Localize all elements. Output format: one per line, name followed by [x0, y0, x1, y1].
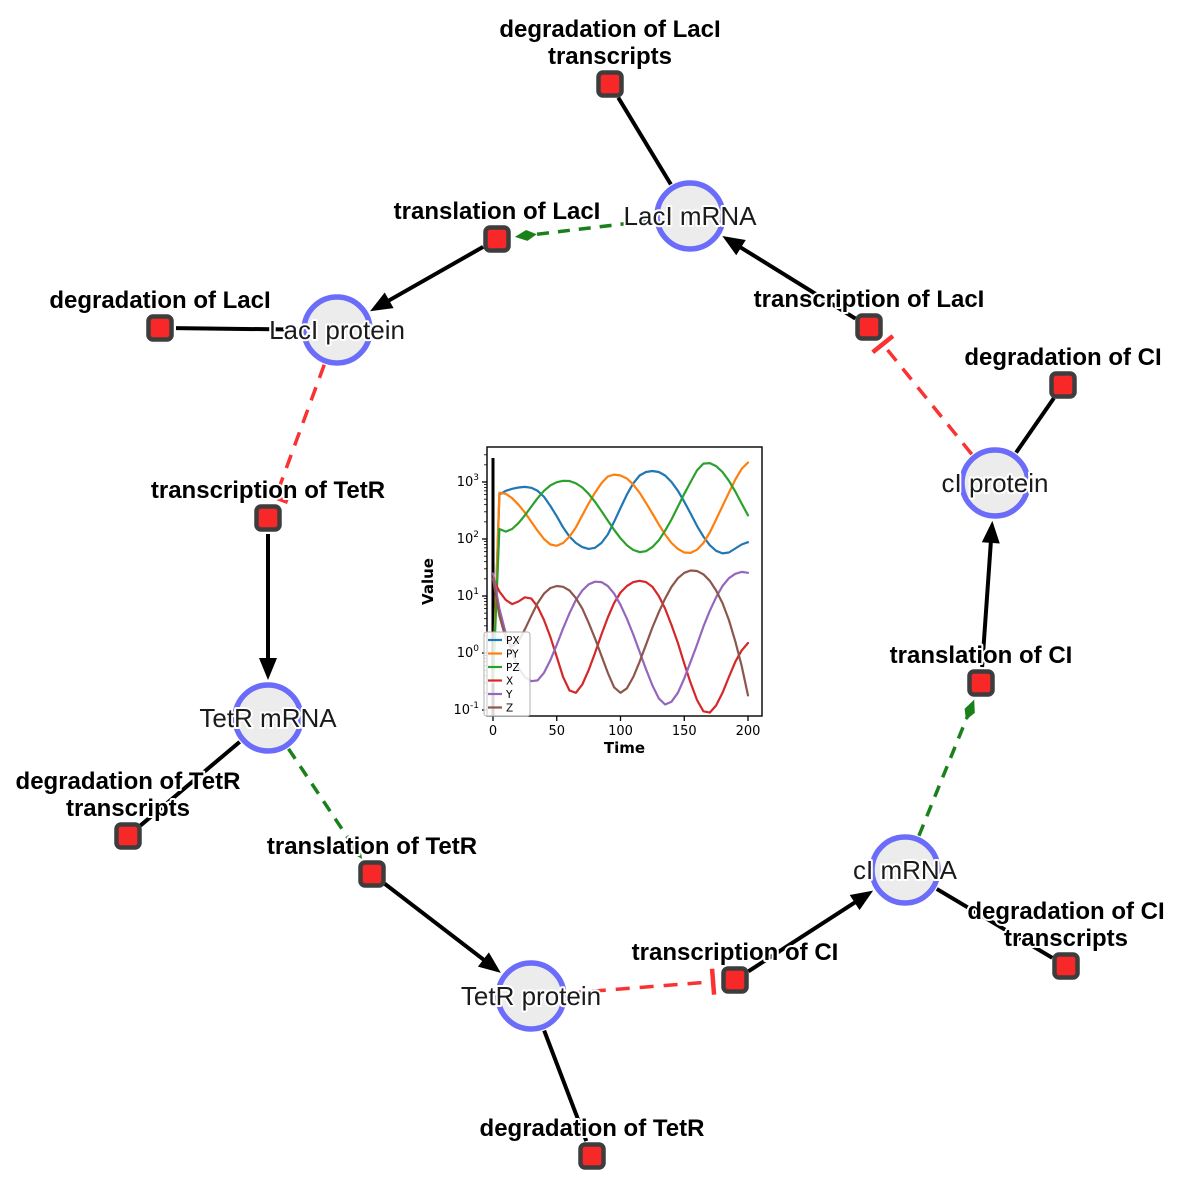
series-line-PZ — [491, 461, 750, 684]
reaction-node-transcription_CI[interactable] — [721, 966, 749, 994]
edge-consumption-deg_LacI-LacI_protein — [175, 326, 301, 332]
edge-production-translation_CI-cI_protein — [980, 538, 994, 668]
species-node-LacI_protein[interactable] — [301, 294, 373, 366]
chart-x-tick-label: 150 — [672, 724, 697, 739]
series-line-PX — [491, 469, 750, 684]
chart-x-tick-label: 0 — [489, 724, 497, 739]
reaction-label-translation_TetR-line1: translation of TetR — [267, 833, 477, 860]
edge-consumption-deg_LacI_transcripts-LacI_mRNA — [616, 96, 673, 186]
edge-production-translation_LacI-LacI_protein-arrowhead — [370, 292, 394, 312]
edge-modifier-TetR_mRNA-translation_TetR-arrowhead — [349, 840, 363, 860]
edge-production-translation_CI-cI_protein-arrowhead — [981, 520, 1000, 544]
species-label-TetR_mRNA: TetR mRNA — [199, 703, 337, 733]
reaction-label-transcription_LacI-line1: transcription of LacI — [754, 286, 985, 313]
species-node-cI_protein[interactable] — [959, 447, 1031, 519]
edge-modifier-cI_mRNA-translation_CI-arrowhead — [964, 699, 975, 721]
chart-y-tick-label: 10-1 — [453, 701, 479, 718]
reaction-node-translation_LacI[interactable] — [483, 225, 511, 253]
legend-entry-PX: PX — [506, 635, 520, 647]
species-node-TetR_protein[interactable] — [495, 960, 567, 1032]
reaction-node-translation_CI[interactable] — [967, 669, 995, 697]
edge-inhibition-LacI_protein-transcription_TetR-tbar — [262, 490, 289, 504]
edge-modifier-LacI_mRNA-translation_LacI-arrowhead — [514, 229, 537, 241]
labels-layer: LacI mRNA LacI protein TetR mRNA TetR prote… — [14, 14, 1167, 1144]
series-line-Z — [491, 569, 750, 697]
edge-production-transcription_TetR-TetR_mRNA-arrowhead — [259, 658, 277, 680]
edge-production-translation_LacI-LacI_protein — [384, 245, 485, 305]
species-label-TetR_protein: TetR protein — [461, 981, 601, 1011]
time-series-chart: 0 50 100 150 200Time10310210110010-1ValuePXP… — [419, 446, 763, 757]
legend-entry-Z: Z — [506, 702, 513, 714]
reaction-node-deg_TetR[interactable] — [578, 1142, 606, 1170]
reaction-label-deg_TetR-line1: degradation of TetR — [480, 1115, 705, 1142]
edge-production-transcription_LacI-LacI_mRNA — [736, 243, 857, 321]
species-label-cI_protein: cI protein — [942, 468, 1049, 498]
chart-frame — [486, 446, 763, 717]
reaction-label-deg_LacI_transcripts-line1: degradation of LacI — [499, 16, 720, 43]
species-label-cI_mRNA: cI mRNA — [853, 855, 958, 885]
chart-x-tick-label: 100 — [608, 724, 633, 739]
legend-entry-X: X — [506, 675, 513, 687]
reaction-label-deg_TetR_transcripts-line2: transcripts — [66, 795, 190, 822]
chart-y-tick-label: 101 — [457, 587, 479, 604]
species-label-LacI_protein: LacI protein — [269, 315, 405, 345]
species-label-LacI_mRNA: LacI mRNA — [624, 201, 758, 231]
reaction-node-transcription_LacI[interactable] — [855, 313, 883, 341]
series-line-Y — [491, 570, 750, 706]
edge-production-transcription_LacI-LacI_mRNA-arrowhead — [722, 236, 746, 256]
legend-entry-PZ: PZ — [506, 662, 520, 674]
reaction-label-deg_CI_transcripts-line1: degradation of CI — [967, 898, 1164, 925]
edge-consumption-deg_TetR-TetR_protein — [542, 1029, 589, 1142]
species-node-cI_mRNA[interactable] — [869, 834, 941, 906]
edge-inhibition-cI_protein-transcription_LacI-tbar — [871, 334, 895, 355]
edge-production-transcription_CI-cI_mRNA-arrowhead — [849, 890, 874, 911]
reaction-node-transcription_TetR[interactable] — [254, 504, 282, 532]
reaction-label-translation_CI-line1: translation of CI — [890, 642, 1073, 669]
chart-x-axis-label: Time — [604, 739, 645, 757]
chart-y-tick-label: 102 — [457, 530, 479, 547]
chart-y-tick-label: 100 — [457, 644, 480, 661]
edge-modifier-cI_mRNA-translation_CI — [917, 711, 971, 837]
edge-consumption-deg_CI_transcripts-cI_mRNA — [935, 887, 1054, 960]
species-node-TetR_mRNA[interactable] — [232, 682, 304, 754]
reaction-label-deg_CI_transcripts-line2: transcripts — [1004, 925, 1128, 952]
edge-consumption-deg_CI-cI_protein — [1014, 397, 1056, 454]
reaction-label-transcription_TetR-line1: transcription of TetR — [151, 477, 385, 504]
chart-x-tick-label: 200 — [736, 724, 761, 739]
reaction-label-translation_LacI-line1: translation of LacI — [394, 198, 601, 225]
reaction-label-deg_CI-line1: degradation of CI — [964, 344, 1161, 371]
reaction-label-transcription_CI-line1: transcription of CI — [632, 939, 839, 966]
reaction-node-deg_CI_transcripts[interactable] — [1052, 952, 1080, 980]
series-line-PY — [491, 461, 750, 684]
reaction-node-deg_CI[interactable] — [1049, 371, 1077, 399]
reaction-label-deg_LacI_transcripts-line2: transcripts — [548, 43, 672, 70]
legend-entry-PY: PY — [506, 648, 519, 660]
edge-consumption-deg_TetR_transcripts-TetR_mRNA — [138, 740, 241, 828]
edge-production-translation_TetR-TetR_protein — [383, 882, 488, 964]
chart-y-axis-label: Value — [419, 558, 437, 605]
edge-inhibition-TetR_protein-transcription_CI-tbar — [709, 968, 717, 995]
series-line-X — [491, 577, 750, 714]
reaction-node-deg_LacI_transcripts[interactable] — [596, 70, 624, 98]
chart-y-tick-label: 103 — [457, 473, 479, 490]
edge-inhibition-cI_protein-transcription_LacI — [884, 346, 974, 456]
chart-x-tick-label: 50 — [548, 724, 565, 739]
edge-inhibition-LacI_protein-transcription_TetR — [275, 364, 326, 494]
legend-entry-Y: Y — [505, 689, 513, 701]
nodes-layer — [114, 70, 1080, 1170]
edge-production-translation_TetR-TetR_protein-arrowhead — [477, 952, 501, 973]
reaction-label-deg_LacI-line1: degradation of LacI — [49, 287, 270, 314]
edge-production-transcription_CI-cI_mRNA — [747, 898, 860, 973]
reaction-node-deg_LacI[interactable] — [146, 314, 174, 342]
reaction-label-deg_TetR_transcripts-line1: degradation of TetR — [16, 768, 241, 795]
reaction-node-deg_TetR_transcripts[interactable] — [114, 822, 142, 850]
reaction-node-translation_TetR[interactable] — [358, 860, 386, 888]
species-node-LacI_mRNA[interactable] — [654, 180, 726, 252]
edges-layer — [138, 96, 1056, 1142]
